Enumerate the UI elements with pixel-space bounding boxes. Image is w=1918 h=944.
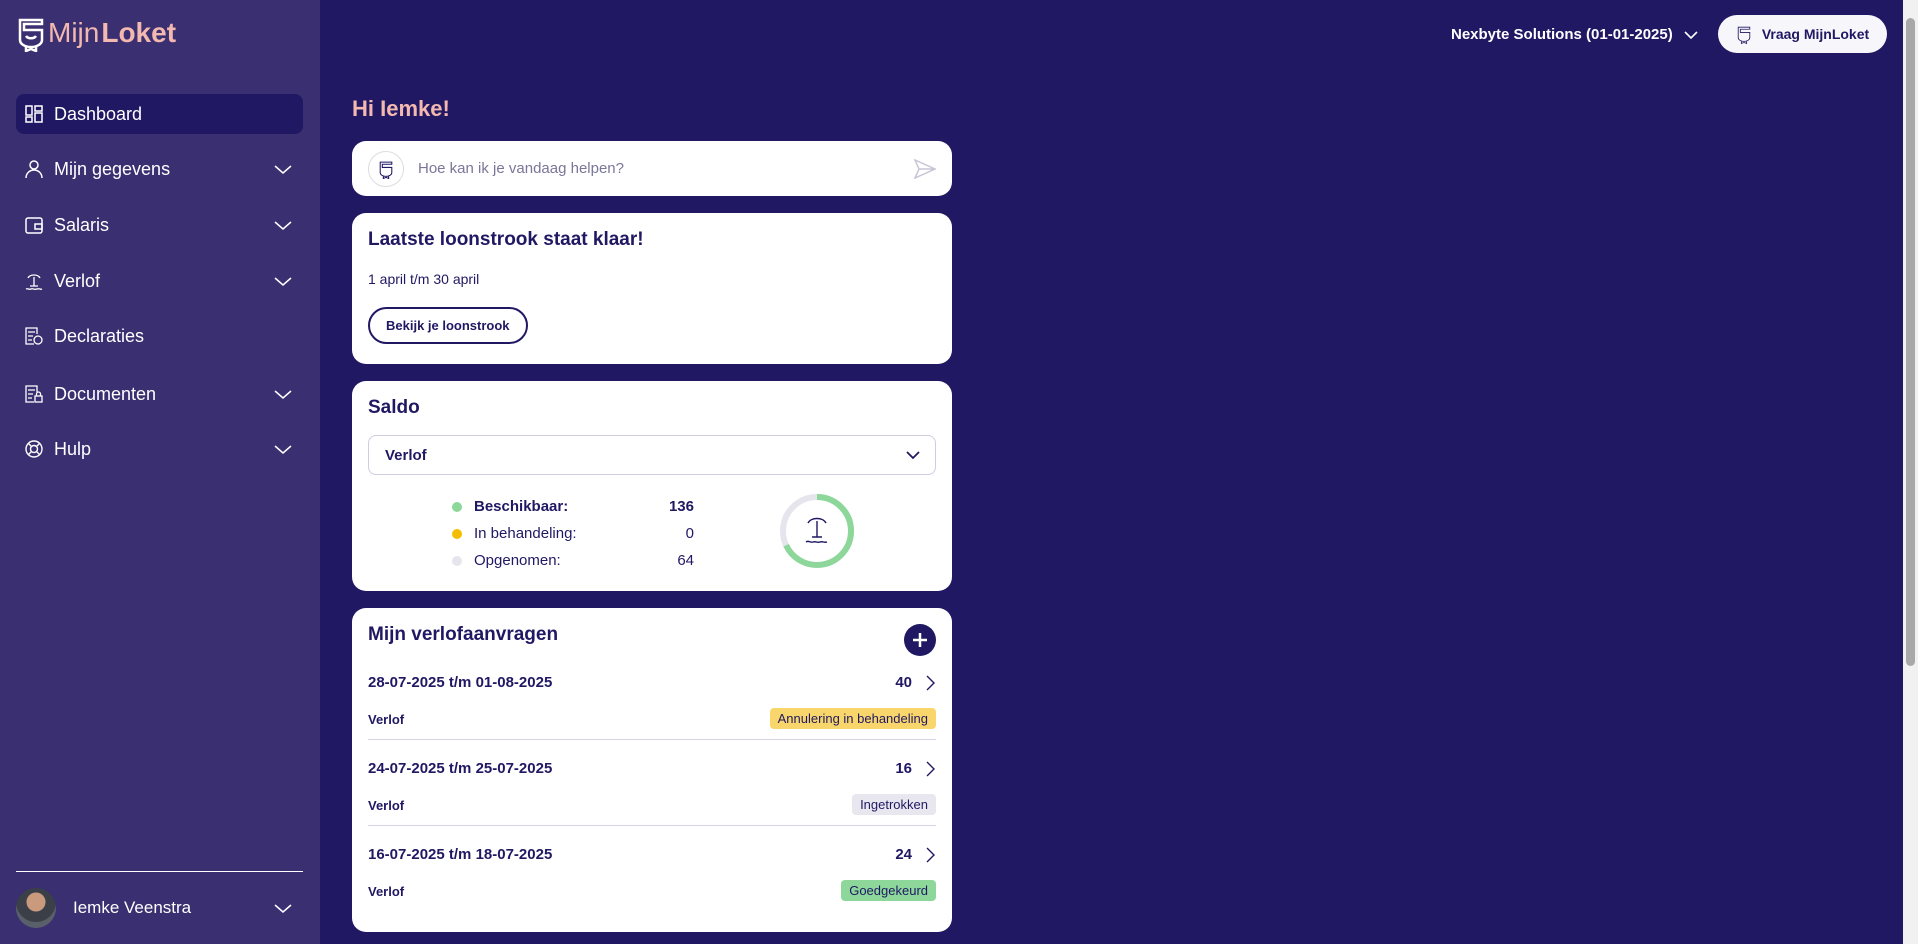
leave-request-row[interactable]: 28-07-2025 t/m 01-08-2025 40 Verlof Annu… — [368, 654, 936, 740]
mijnloket-bot-icon — [368, 150, 404, 187]
sidebar-item-declaraties[interactable]: Declaraties — [16, 316, 303, 356]
mijnloket-bot-icon — [1737, 26, 1751, 44]
legend-dot — [452, 528, 462, 539]
saldo-legend: Beschikbaar: 136 In behandeling: 0 Opgenom… — [452, 493, 694, 574]
user-icon — [24, 159, 44, 179]
payslip-card: Laatste loonstrook staat klaar! 1 april … — [352, 213, 952, 364]
legend-label: Beschikbaar: — [474, 498, 569, 515]
chat-input[interactable]: Hoe kan ik je vandaag helpen? — [418, 160, 624, 177]
mijnloket-logo-icon — [18, 18, 44, 52]
leave-request-row[interactable]: 24-07-2025 t/m 25-07-2025 16 Verlof Inge… — [368, 740, 936, 826]
user-profile-menu[interactable]: Iemke Veenstra — [16, 888, 303, 928]
lifebuoy-icon — [24, 439, 44, 459]
chevron-down-icon — [274, 277, 292, 286]
logo-text-bold: Loket — [101, 17, 177, 48]
legend-value: 136 — [668, 498, 694, 515]
avatar — [16, 888, 56, 928]
chevron-down-icon — [906, 451, 920, 460]
saldo-donut — [780, 494, 854, 568]
request-hours: 24 — [895, 846, 912, 863]
legend-label: In behandeling: — [474, 525, 577, 542]
legend-row-opgenomen: Opgenomen: 64 — [452, 547, 694, 574]
user-name: Iemke Veenstra — [73, 898, 192, 917]
sidebar-item-verlof[interactable]: Verlof — [16, 261, 303, 301]
saldo-type-select[interactable]: Verlof — [368, 435, 936, 475]
donut-available-arc — [780, 494, 854, 568]
sidebar-item-label: Dashboard — [54, 103, 143, 124]
ask-mijnloket-button[interactable]: Vraag MijnLoket — [1718, 15, 1887, 53]
plus-icon — [913, 633, 927, 647]
document-lock-icon — [24, 384, 44, 404]
payslip-period: 1 april t/m 30 april — [368, 271, 480, 287]
logo-text-light: Mijn — [48, 17, 100, 48]
legend-value: 0 — [685, 525, 694, 542]
request-type: Verlof — [368, 712, 405, 727]
sidebar-item-salaris[interactable]: Salaris — [16, 205, 303, 245]
sidebar-item-documenten[interactable]: Documenten — [16, 374, 303, 414]
legend-dot — [452, 555, 462, 566]
chevron-down-icon — [274, 445, 292, 454]
chevron-down-icon — [1684, 30, 1698, 39]
request-dates: 16-07-2025 t/m 18-07-2025 — [368, 846, 553, 863]
palm-island-icon — [805, 517, 828, 543]
chevron-right-icon — [926, 847, 935, 863]
sidebar: Mijn Loket Dashboard Mijn gegevens Salari… — [0, 0, 320, 944]
legend-row-in-behandeling: In behandeling: 0 — [452, 520, 694, 547]
request-dates: 24-07-2025 t/m 25-07-2025 — [368, 760, 553, 777]
legend-value: 64 — [677, 552, 694, 569]
scrollbar-thumb[interactable] — [1906, 18, 1915, 666]
request-dates: 28-07-2025 t/m 01-08-2025 — [368, 674, 553, 691]
saldo-title: Saldo — [368, 397, 420, 418]
chevron-down-icon — [274, 904, 292, 913]
sidebar-item-label: Documenten — [54, 383, 157, 404]
status-badge: Annulering in behandeling — [769, 708, 936, 729]
leave-requests-card: Mijn verlofaanvragen 28-07-2025 t/m 01-0… — [352, 608, 952, 932]
scrollbar[interactable] — [1903, 0, 1918, 944]
ask-button-label: Vraag MijnLoket — [1761, 26, 1870, 42]
legend-label: Opgenomen: — [474, 552, 561, 569]
request-hours: 40 — [895, 674, 912, 691]
greeting: Hi Iemke! — [352, 96, 450, 121]
logo[interactable]: Mijn Loket — [16, 14, 176, 52]
chevron-down-icon — [274, 221, 292, 230]
status-badge: Goedgekeurd — [841, 880, 936, 901]
wallet-icon — [24, 215, 44, 235]
saldo-card: Saldo Verlof Beschikbaar: 136 In behandel… — [352, 381, 952, 591]
sidebar-item-label: Hulp — [54, 438, 92, 459]
status-badge: Ingetrokken — [852, 794, 936, 815]
leave-requests-title: Mijn verlofaanvragen — [368, 624, 559, 645]
sidebar-item-dashboard[interactable]: Dashboard — [16, 94, 303, 134]
receipt-icon — [24, 326, 44, 346]
sidebar-divider — [16, 871, 303, 872]
chevron-down-icon — [274, 165, 292, 174]
request-type: Verlof — [368, 798, 405, 813]
legend-dot — [452, 501, 462, 512]
chat-input-card[interactable]: Hoe kan ik je vandaag helpen? — [352, 141, 952, 196]
payslip-title: Laatste loonstrook staat klaar! — [368, 229, 644, 250]
sidebar-item-mijn-gegevens[interactable]: Mijn gegevens — [16, 149, 303, 189]
leave-request-row[interactable]: 16-07-2025 t/m 18-07-2025 24 Verlof Goed… — [368, 826, 936, 912]
sidebar-item-label: Verlof — [54, 270, 101, 291]
chevron-down-icon — [274, 390, 292, 399]
view-payslip-button[interactable]: Bekijk je loonstrook — [368, 307, 528, 344]
saldo-type-value: Verlof — [385, 446, 427, 464]
palm-island-icon — [24, 271, 44, 291]
sidebar-item-label: Salaris — [54, 214, 110, 235]
request-hours: 16 — [895, 760, 912, 777]
company-name: Nexbyte Solutions (01-01-2025) — [1451, 26, 1673, 43]
company-selector[interactable]: Nexbyte Solutions (01-01-2025) — [1451, 26, 1699, 43]
chevron-right-icon — [926, 761, 935, 777]
dashboard-icon — [24, 104, 44, 124]
request-type: Verlof — [368, 884, 405, 899]
legend-row-beschikbaar: Beschikbaar: 136 — [452, 493, 694, 520]
sidebar-item-label: Declaraties — [54, 325, 145, 346]
chevron-right-icon — [926, 675, 935, 691]
add-leave-request-button[interactable] — [904, 624, 936, 656]
send-icon[interactable] — [914, 158, 936, 179]
sidebar-item-label: Mijn gegevens — [54, 158, 171, 179]
sidebar-item-hulp[interactable]: Hulp — [16, 429, 303, 469]
